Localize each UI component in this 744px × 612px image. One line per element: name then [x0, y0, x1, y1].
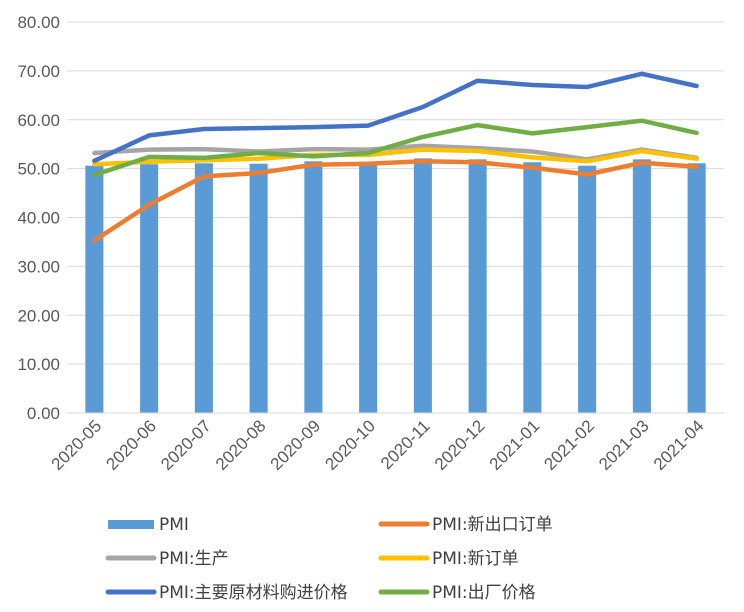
legend: PMI PMI:新出口订单 PMI:生产 PMI:新订单 PMI:主要原材料购进价格 PM… [105, 515, 553, 603]
legend-label: PMI:主要原材料购进价格 [159, 583, 348, 603]
x-axis-tick-labels: 2020-052020-062020-072020-082020-092020-… [48, 416, 708, 474]
x-tick-label: 2020-05 [48, 416, 106, 474]
legend-swatch [108, 520, 154, 529]
x-tick-label: 2021-04 [650, 416, 708, 474]
line-series [92, 71, 699, 243]
legend-label: PMI:出厂价格 [432, 583, 536, 603]
bar-pmi [468, 159, 487, 413]
y-tick-label: 30.00 [17, 257, 60, 276]
bar-pmi [359, 161, 378, 413]
bar-pmi [85, 165, 104, 413]
y-tick-label: 20.00 [17, 306, 60, 325]
bar-pmi [304, 161, 323, 413]
x-tick-label: 2020-09 [267, 416, 325, 474]
y-axis-tick-labels: 0.00 10.00 20.00 30.00 40.00 50.00 60.00 70.00 8… [17, 13, 60, 423]
bar-pmi [632, 159, 651, 413]
bar-pmi [578, 165, 597, 413]
y-tick-label: 40.00 [17, 209, 60, 228]
bar-pmi [140, 164, 159, 413]
legend-label: PMI:新出口订单 [432, 515, 553, 535]
y-tick-label: 60.00 [17, 111, 60, 130]
legend-label: PMI:新订单 [432, 549, 519, 569]
x-tick-label: 2021-03 [595, 416, 653, 474]
line-series-4 [92, 71, 699, 164]
bar-series-pmi [85, 158, 706, 413]
bar-pmi [194, 163, 213, 413]
x-tick-label: 2021-02 [540, 416, 598, 474]
x-tick-label: 2021-01 [486, 416, 544, 474]
gridlines [67, 21, 724, 365]
x-tick-label: 2020-10 [321, 416, 379, 474]
x-tick-label: 2020-12 [431, 416, 489, 474]
y-tick-label: 70.00 [17, 62, 60, 81]
line-series-5 [92, 118, 699, 178]
y-tick-label: 50.00 [17, 160, 60, 179]
legend-label: PMI [159, 515, 189, 535]
x-tick-label: 2020-06 [102, 416, 160, 474]
y-tick-label: 0.00 [27, 404, 60, 423]
bar-pmi [687, 163, 706, 413]
x-tick-label: 2020-08 [212, 416, 270, 474]
bar-pmi [523, 162, 542, 413]
x-tick-label: 2020-07 [157, 416, 215, 474]
line-series-3 [92, 147, 699, 167]
line-series-1 [92, 159, 699, 243]
bar-pmi [249, 163, 268, 413]
x-tick-label: 2020-11 [377, 416, 434, 473]
y-tick-label: 10.00 [17, 355, 60, 374]
legend-label: PMI:生产 [159, 549, 229, 569]
y-tick-label: 80.00 [17, 13, 60, 32]
bar-pmi [413, 158, 432, 413]
